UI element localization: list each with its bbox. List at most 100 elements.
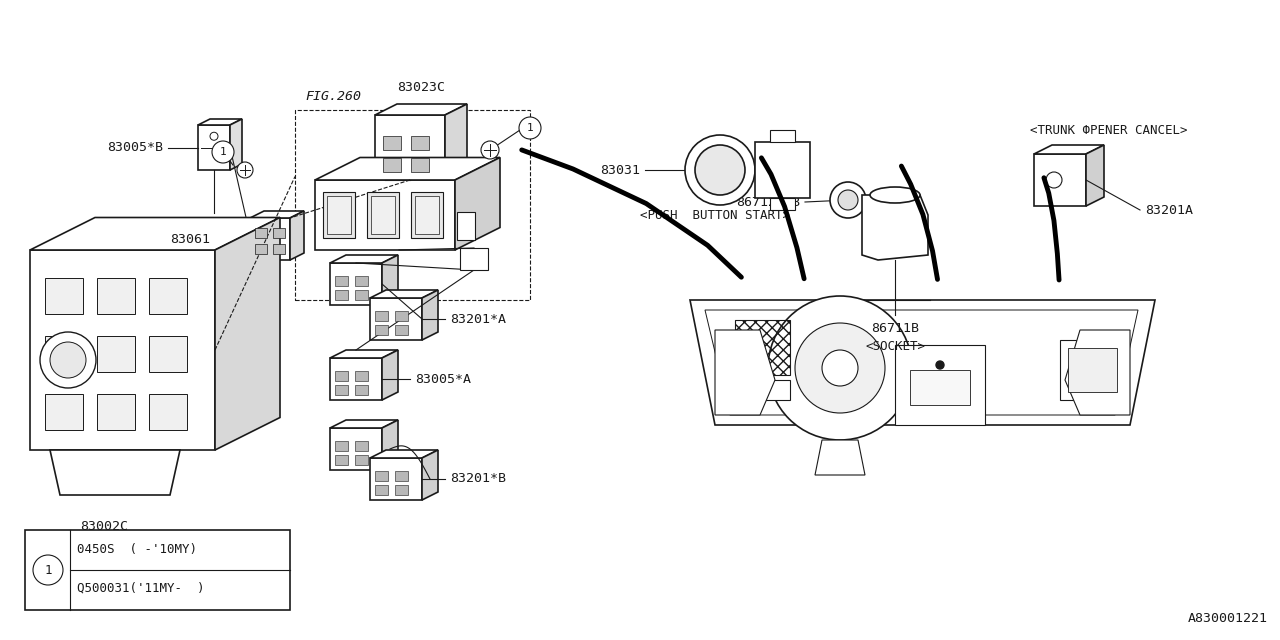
Bar <box>26 530 291 610</box>
Text: 83201A: 83201A <box>1146 204 1193 216</box>
Bar <box>771 130 795 142</box>
Bar <box>335 276 348 286</box>
Bar <box>370 458 422 500</box>
Polygon shape <box>370 290 438 298</box>
Bar <box>755 142 810 198</box>
Polygon shape <box>422 290 438 340</box>
Bar <box>375 325 388 335</box>
Bar <box>330 358 381 400</box>
Polygon shape <box>370 450 438 458</box>
Circle shape <box>768 296 913 440</box>
Bar <box>411 136 429 150</box>
Text: 1: 1 <box>45 563 51 577</box>
Bar <box>255 228 268 238</box>
Polygon shape <box>445 104 467 180</box>
Bar <box>1060 340 1125 400</box>
Text: 83201*A: 83201*A <box>451 312 506 326</box>
Bar <box>735 320 790 375</box>
Text: 86712C*B: 86712C*B <box>736 195 800 209</box>
Polygon shape <box>815 440 865 475</box>
Bar <box>97 278 134 314</box>
Text: <PUSH  BUTTON START>: <PUSH BUTTON START> <box>640 209 790 221</box>
Circle shape <box>1046 172 1062 188</box>
Text: 1: 1 <box>220 147 227 157</box>
Polygon shape <box>422 450 438 500</box>
Text: 83002C: 83002C <box>81 520 128 533</box>
Polygon shape <box>375 104 467 115</box>
Bar <box>45 278 83 314</box>
Bar <box>457 212 475 240</box>
Bar <box>355 455 369 465</box>
Bar <box>396 485 408 495</box>
Bar <box>771 198 795 210</box>
Text: <SOCKET>: <SOCKET> <box>865 340 925 353</box>
Bar <box>895 345 986 425</box>
Polygon shape <box>381 350 398 400</box>
Polygon shape <box>215 218 280 450</box>
Bar <box>273 244 285 254</box>
Polygon shape <box>716 330 774 415</box>
Bar <box>335 290 348 300</box>
Bar <box>396 311 408 321</box>
Text: 83023C: 83023C <box>397 81 445 94</box>
Polygon shape <box>1065 330 1130 415</box>
Polygon shape <box>330 255 398 263</box>
Circle shape <box>695 145 745 195</box>
Bar <box>355 290 369 300</box>
Polygon shape <box>230 119 242 170</box>
Bar <box>315 180 454 250</box>
Circle shape <box>210 132 218 140</box>
Bar <box>148 394 187 430</box>
Text: 83201*B: 83201*B <box>451 472 506 486</box>
Polygon shape <box>315 157 500 180</box>
Bar <box>411 192 443 238</box>
Text: 83061: 83061 <box>170 232 210 246</box>
Bar <box>375 311 388 321</box>
Bar <box>383 158 401 172</box>
Text: 1: 1 <box>526 123 534 133</box>
Bar <box>367 192 399 238</box>
Bar <box>411 158 429 172</box>
Circle shape <box>685 135 755 205</box>
Polygon shape <box>198 119 242 125</box>
Bar <box>355 385 369 395</box>
Polygon shape <box>291 211 305 260</box>
Circle shape <box>518 117 541 139</box>
Ellipse shape <box>870 187 920 203</box>
Circle shape <box>822 350 858 386</box>
Circle shape <box>40 332 96 388</box>
Bar <box>396 325 408 335</box>
Polygon shape <box>50 450 180 495</box>
Circle shape <box>212 141 234 163</box>
Bar <box>383 136 401 150</box>
Polygon shape <box>861 195 928 260</box>
Bar <box>1034 154 1085 206</box>
Text: 0450S  ( -'10MY): 0450S ( -'10MY) <box>77 543 197 557</box>
Bar <box>415 196 439 234</box>
Circle shape <box>936 361 945 369</box>
Bar <box>323 192 355 238</box>
Bar <box>198 125 230 170</box>
Bar <box>910 370 970 405</box>
Bar <box>375 485 388 495</box>
Circle shape <box>838 190 858 210</box>
Bar <box>355 276 369 286</box>
Bar <box>255 244 268 254</box>
Circle shape <box>237 162 253 178</box>
Circle shape <box>33 555 63 585</box>
Bar <box>45 394 83 430</box>
Bar <box>97 394 134 430</box>
Text: 83031: 83031 <box>600 163 640 177</box>
Polygon shape <box>454 157 500 250</box>
Polygon shape <box>29 218 280 250</box>
Polygon shape <box>1034 145 1103 154</box>
Bar <box>45 336 83 372</box>
Text: 83005*B: 83005*B <box>108 141 163 154</box>
Text: 83005*A: 83005*A <box>415 372 471 385</box>
Bar <box>335 371 348 381</box>
Text: <TRUNK ФPENER CANCEL>: <TRUNK ФPENER CANCEL> <box>1030 124 1188 136</box>
Polygon shape <box>690 300 1155 425</box>
Bar <box>148 336 187 372</box>
Polygon shape <box>1085 145 1103 206</box>
Polygon shape <box>381 420 398 470</box>
